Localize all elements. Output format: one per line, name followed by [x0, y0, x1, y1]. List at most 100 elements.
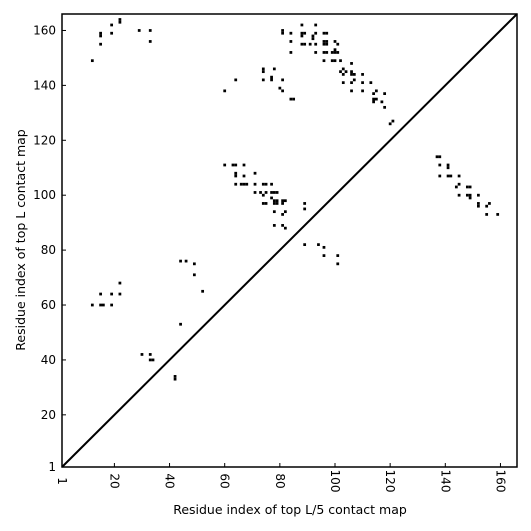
x-tick-label: 80	[273, 473, 287, 488]
y-tick-label: 1	[48, 460, 56, 474]
contact-point	[383, 105, 387, 109]
x-tick-label: 1	[55, 477, 69, 485]
contact-point	[99, 31, 102, 35]
contact-point	[148, 29, 152, 32]
contact-point	[151, 358, 155, 362]
contact-point	[435, 155, 439, 159]
contact-point	[281, 199, 284, 203]
contact-point	[270, 182, 273, 186]
contact-point	[372, 97, 375, 101]
contact-point	[438, 155, 442, 159]
y-tick-label: 100	[33, 188, 56, 202]
contact-point	[261, 202, 265, 205]
contact-point	[234, 174, 238, 178]
contact-point	[275, 202, 279, 205]
contact-point	[272, 202, 276, 205]
contact-point	[322, 31, 326, 35]
contact-point	[275, 191, 279, 194]
contact-point	[333, 51, 337, 54]
contact-point	[383, 92, 387, 95]
contact-point	[90, 59, 94, 63]
contact-point	[372, 92, 375, 95]
contact-point	[300, 42, 304, 46]
contact-point	[352, 78, 356, 82]
y-tick-label: 40	[41, 353, 56, 367]
contact-point	[322, 245, 326, 249]
contact-point	[148, 40, 152, 43]
contact-point	[465, 185, 469, 189]
contact-point	[446, 163, 450, 167]
contact-point	[173, 375, 177, 378]
contact-point	[118, 20, 122, 24]
contact-point	[110, 303, 114, 307]
contact-point	[468, 196, 472, 200]
contact-point	[457, 174, 461, 178]
contact-point	[281, 78, 284, 82]
contact-point	[272, 210, 276, 214]
contact-point	[350, 73, 353, 76]
y-tick-label: 60	[41, 298, 56, 312]
contact-point	[457, 193, 461, 197]
contact-point	[283, 210, 287, 214]
contact-point	[388, 122, 392, 126]
contact-point	[253, 182, 257, 186]
contact-point	[350, 81, 353, 85]
contact-point	[281, 213, 284, 216]
contact-point	[234, 182, 238, 186]
x-tick-label: 60	[218, 473, 232, 488]
contact-point	[303, 243, 307, 246]
contact-point	[303, 207, 307, 211]
contact-point	[110, 23, 114, 27]
contact-point	[281, 202, 284, 205]
y-tick-label: 80	[41, 243, 56, 257]
contact-point	[281, 224, 284, 227]
contact-point	[281, 29, 284, 32]
contact-point	[477, 204, 480, 208]
contact-point	[272, 199, 276, 203]
contact-point	[325, 40, 329, 43]
contact-point	[350, 70, 353, 74]
contact-point	[242, 182, 246, 186]
contact-point	[314, 23, 318, 27]
contact-point	[457, 182, 461, 186]
contact-point	[303, 42, 307, 46]
contact-point	[253, 191, 257, 194]
y-tick-label: 140	[33, 78, 56, 92]
contact-point	[330, 51, 334, 54]
contact-point	[275, 199, 279, 203]
x-tick-label: 100	[328, 470, 342, 493]
diagonal-line	[61, 13, 518, 468]
contact-point	[292, 97, 296, 101]
contact-point	[223, 163, 227, 167]
contact-point	[283, 199, 287, 203]
contact-point	[303, 202, 307, 205]
x-tick-label: 160	[493, 470, 507, 493]
contact-point	[289, 51, 293, 54]
contact-point	[380, 100, 384, 104]
contact-point	[325, 31, 329, 35]
contact-point	[322, 40, 326, 43]
y-axis-label: Residue index of top L contact map	[13, 129, 28, 350]
contact-point	[272, 224, 276, 227]
contact-point	[179, 259, 182, 263]
contact-point	[184, 259, 188, 263]
contact-point	[317, 243, 320, 246]
contact-point	[148, 353, 152, 356]
contact-point	[118, 18, 122, 21]
contact-point	[336, 51, 340, 54]
contact-point	[336, 254, 340, 257]
contact-point	[90, 303, 94, 307]
contact-point	[242, 163, 246, 167]
contact-point	[264, 191, 268, 194]
contact-point	[350, 89, 353, 93]
contact-point	[259, 191, 262, 194]
contact-points	[90, 18, 500, 381]
x-tick-label: 40	[163, 473, 177, 488]
contact-point	[140, 353, 144, 356]
contact-point	[322, 51, 326, 54]
contact-point	[118, 292, 122, 296]
contact-point	[361, 89, 364, 93]
contact-point	[270, 191, 273, 194]
contact-point	[341, 81, 345, 85]
